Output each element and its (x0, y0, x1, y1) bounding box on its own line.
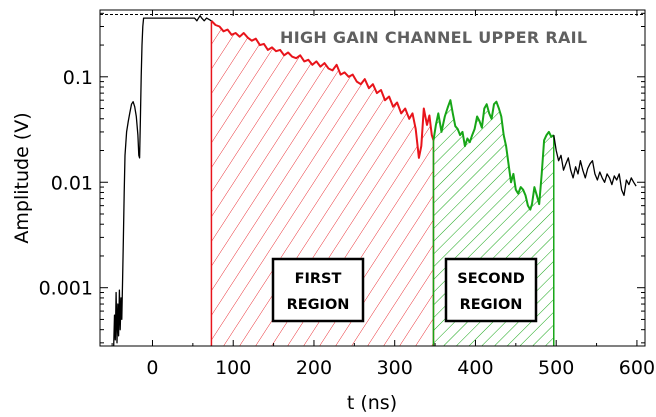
region-hatch-1 (211, 20, 434, 346)
region-labels-layer: FIRST REGION SECOND REGION (271, 257, 538, 323)
x-tick-label: 500 (538, 357, 574, 379)
region-label-line1: FIRST (295, 271, 342, 287)
x-tick-label: 600 (619, 357, 655, 379)
region-label-line2: REGION (287, 297, 350, 313)
x-tick-label: 300 (377, 357, 413, 379)
region-label-box-2: SECOND REGION (444, 257, 538, 323)
series-line-2 (210, 20, 435, 159)
series-line-1 (113, 15, 212, 346)
y-tick-label: 0.001 (39, 278, 93, 300)
x-tick-label: 200 (296, 357, 332, 379)
region-label-line1: SECOND (457, 271, 525, 287)
y-tick-label: 0.01 (51, 172, 93, 194)
x-axis-title: t (ns) (347, 392, 397, 414)
rail-layer: HIGH GAIN CHANNEL UPPER RAIL (100, 13, 645, 47)
region-label-line2: REGION (460, 297, 523, 313)
x-tick-label: 400 (457, 357, 493, 379)
y-ticks: 0.001 0.01 0.1 (39, 12, 645, 344)
upper-rail-label: HIGH GAIN CHANNEL UPPER RAIL (280, 28, 587, 47)
x-tick-label: 100 (215, 357, 251, 379)
x-tick-label: 0 (146, 357, 158, 379)
region-label-frame (271, 257, 365, 323)
region-label-box-1: FIRST REGION (271, 257, 365, 323)
y-tick-label: 0.1 (63, 67, 93, 89)
series-line-3 (432, 99, 555, 211)
plot-frame (99, 9, 646, 347)
y-axis-title: Amplitude (V) (11, 112, 33, 243)
region-label-frame (444, 257, 538, 323)
x-ticks: 0 100 200 300 400 500 600 (111, 10, 655, 379)
series-line-4 (553, 134, 637, 197)
series-layer (113, 15, 637, 346)
